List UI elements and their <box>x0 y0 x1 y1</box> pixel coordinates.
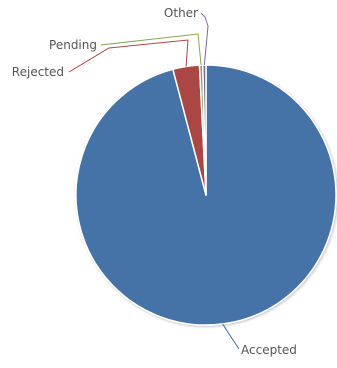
connector-accepted <box>222 323 240 350</box>
connector-pending <box>100 33 202 66</box>
pie-slice-other[interactable] <box>201 64 207 196</box>
slice-label-accepted: Accepted <box>241 343 297 357</box>
connector-other <box>200 12 209 66</box>
pie-labels: Accepted Rejected Pending Other <box>12 6 297 357</box>
slice-label-rejected: Rejected <box>12 65 64 79</box>
slice-label-pending: Pending <box>49 38 97 52</box>
pie-connectors <box>68 12 240 350</box>
pie-slices <box>75 64 337 326</box>
slice-label-other: Other <box>164 6 198 20</box>
connector-rejected <box>68 39 189 73</box>
